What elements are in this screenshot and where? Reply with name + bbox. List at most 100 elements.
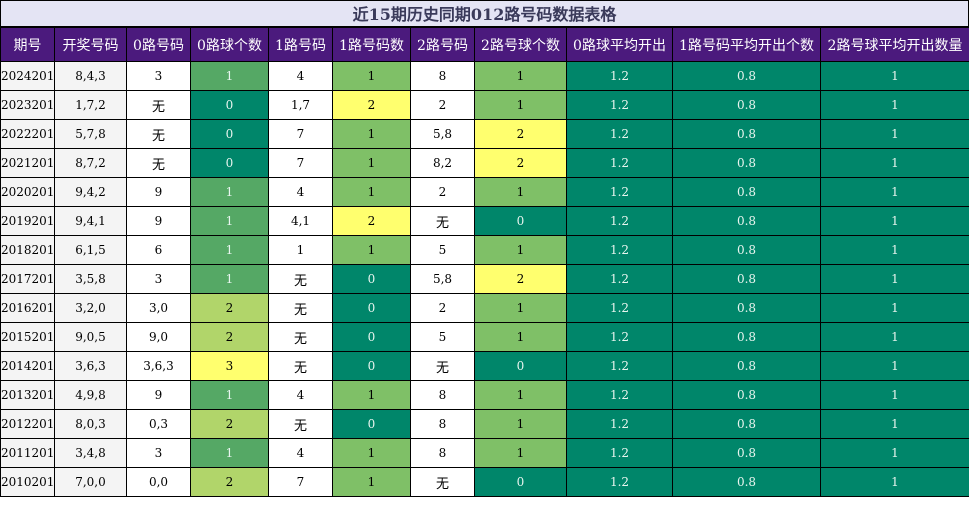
table-row: 2022201 5,7,8 无 0 7 1 5,8 2 1.2 0.8 1 xyxy=(0,119,969,149)
zone1-count-cell: 0 xyxy=(332,351,411,381)
zone0-average-cell: 1.2 xyxy=(566,61,673,91)
table-row: 2024201 8,4,3 3 1 4 1 8 1 1.2 0.8 1 xyxy=(0,61,969,91)
zone2-count-cell: 2 xyxy=(474,264,567,294)
zone0-average-cell: 1.2 xyxy=(566,119,673,149)
table-row: 2021201 8,7,2 无 0 7 1 8,2 2 1.2 0.8 1 xyxy=(0,148,969,178)
zone0-average-cell: 1.2 xyxy=(566,148,673,178)
zone2-average-cell: 1 xyxy=(820,322,969,352)
column-header: 0路号码 xyxy=(126,27,191,62)
draw-numbers-cell: 6,1,5 xyxy=(54,235,127,265)
period-cell: 2020201 xyxy=(0,177,55,207)
table-row: 2011201 3,4,8 3 1 4 1 8 1 1.2 0.8 1 xyxy=(0,438,969,468)
zone1-average-cell: 0.8 xyxy=(672,467,821,497)
zone0-average-cell: 1.2 xyxy=(566,264,673,294)
zone1-average-cell: 0.8 xyxy=(672,264,821,294)
zone1-average-cell: 0.8 xyxy=(672,148,821,178)
zone2-numbers-cell: 无 xyxy=(410,351,475,381)
table-row: 2023201 1,7,2 无 0 1,7 2 2 1 1.2 0.8 1 xyxy=(0,90,969,120)
zone1-count-cell: 1 xyxy=(332,438,411,468)
zone0-count-cell: 2 xyxy=(190,322,269,352)
zone2-average-cell: 1 xyxy=(820,148,969,178)
table-title: 近15期历史同期012路号码数据表格 xyxy=(0,0,969,27)
zone0-count-cell: 1 xyxy=(190,61,269,91)
draw-numbers-cell: 8,0,3 xyxy=(54,409,127,439)
table-row: 2018201 6,1,5 6 1 1 1 5 1 1.2 0.8 1 xyxy=(0,235,969,265)
zone1-average-cell: 0.8 xyxy=(672,119,821,149)
zone2-average-cell: 1 xyxy=(820,206,969,236)
draw-numbers-cell: 1,7,2 xyxy=(54,90,127,120)
zone1-count-cell: 0 xyxy=(332,322,411,352)
zone1-numbers-cell: 无 xyxy=(268,293,333,323)
period-cell: 2015201 xyxy=(0,322,55,352)
zone2-average-cell: 1 xyxy=(820,351,969,381)
zone2-count-cell: 0 xyxy=(474,351,567,381)
column-header: 1路号码平均开出个数 xyxy=(672,27,821,62)
zone1-numbers-cell: 无 xyxy=(268,409,333,439)
zone0-average-cell: 1.2 xyxy=(566,322,673,352)
zone0-count-cell: 1 xyxy=(190,177,269,207)
zone1-numbers-cell: 4 xyxy=(268,177,333,207)
zone2-count-cell: 1 xyxy=(474,322,567,352)
zone1-numbers-cell: 4 xyxy=(268,61,333,91)
draw-numbers-cell: 7,0,0 xyxy=(54,467,127,497)
zone0-count-cell: 2 xyxy=(190,293,269,323)
zone2-numbers-cell: 无 xyxy=(410,206,475,236)
zone1-average-cell: 0.8 xyxy=(672,90,821,120)
draw-numbers-cell: 8,7,2 xyxy=(54,148,127,178)
zone0-average-cell: 1.2 xyxy=(566,380,673,410)
zone0-numbers-cell: 无 xyxy=(126,148,191,178)
zone2-count-cell: 1 xyxy=(474,293,567,323)
zone0-count-cell: 0 xyxy=(190,90,269,120)
draw-numbers-cell: 3,6,3 xyxy=(54,351,127,381)
zone2-count-cell: 2 xyxy=(474,148,567,178)
zone1-average-cell: 0.8 xyxy=(672,293,821,323)
table-row: 2016201 3,2,0 3,0 2 无 0 2 1 1.2 0.8 1 xyxy=(0,293,969,323)
zone0-average-cell: 1.2 xyxy=(566,351,673,381)
zone1-count-cell: 1 xyxy=(332,119,411,149)
zone2-numbers-cell: 5 xyxy=(410,235,475,265)
zone1-numbers-cell: 7 xyxy=(268,119,333,149)
zone0-average-cell: 1.2 xyxy=(566,409,673,439)
zone0-numbers-cell: 3 xyxy=(126,264,191,294)
zone0-count-cell: 1 xyxy=(190,438,269,468)
zone2-numbers-cell: 8 xyxy=(410,438,475,468)
zone0-numbers-cell: 9 xyxy=(126,206,191,236)
zone2-numbers-cell: 2 xyxy=(410,177,475,207)
zone0-numbers-cell: 无 xyxy=(126,119,191,149)
table-row: 2014201 3,6,3 3,6,3 3 无 0 无 0 1.2 0.8 1 xyxy=(0,351,969,381)
zone0-numbers-cell: 3 xyxy=(126,438,191,468)
draw-numbers-cell: 3,4,8 xyxy=(54,438,127,468)
zone0-average-cell: 1.2 xyxy=(566,206,673,236)
zone1-average-cell: 0.8 xyxy=(672,206,821,236)
zone0-numbers-cell: 9,0 xyxy=(126,322,191,352)
table-row: 2020201 9,4,2 9 1 4 1 2 1 1.2 0.8 1 xyxy=(0,177,969,207)
zone2-average-cell: 1 xyxy=(820,409,969,439)
draw-numbers-cell: 9,4,2 xyxy=(54,177,127,207)
zone1-count-cell: 0 xyxy=(332,293,411,323)
data-table: 期号 开奖号码 0路号码 0路球个数 1路号码 1路号码数 2路号码 2路号球个数 0路球平均开… xyxy=(0,27,969,497)
draw-numbers-cell: 9,0,5 xyxy=(54,322,127,352)
zone1-numbers-cell: 无 xyxy=(268,351,333,381)
zone1-count-cell: 1 xyxy=(332,235,411,265)
zone1-numbers-cell: 无 xyxy=(268,322,333,352)
zone1-count-cell: 1 xyxy=(332,148,411,178)
zone1-count-cell: 0 xyxy=(332,409,411,439)
zone2-count-cell: 1 xyxy=(474,177,567,207)
column-header: 0路球平均开出 xyxy=(566,27,673,62)
zone2-average-cell: 1 xyxy=(820,380,969,410)
column-header: 2路号球平均开出数量 xyxy=(820,27,969,62)
zone1-average-cell: 0.8 xyxy=(672,177,821,207)
zone0-count-cell: 0 xyxy=(190,119,269,149)
zone1-numbers-cell: 7 xyxy=(268,148,333,178)
draw-numbers-cell: 3,2,0 xyxy=(54,293,127,323)
zone2-average-cell: 1 xyxy=(820,235,969,265)
zone0-average-cell: 1.2 xyxy=(566,293,673,323)
draw-numbers-cell: 9,4,1 xyxy=(54,206,127,236)
zone1-average-cell: 0.8 xyxy=(672,322,821,352)
zone2-average-cell: 1 xyxy=(820,61,969,91)
zone2-average-cell: 1 xyxy=(820,119,969,149)
zone2-numbers-cell: 8 xyxy=(410,61,475,91)
zone2-count-cell: 0 xyxy=(474,467,567,497)
zone0-numbers-cell: 9 xyxy=(126,380,191,410)
zone2-average-cell: 1 xyxy=(820,438,969,468)
